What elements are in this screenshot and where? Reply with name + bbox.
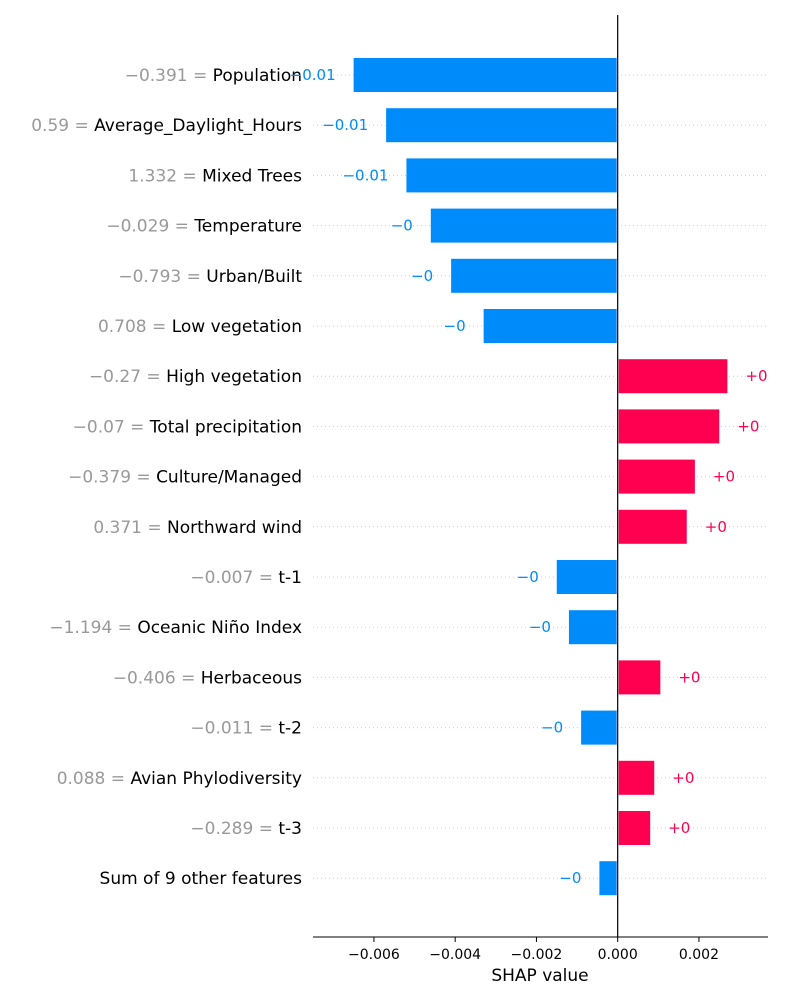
bar-value-label: −0 [559,869,581,887]
feature-value: −0.27 = [89,367,166,387]
bars [353,58,728,896]
bar-value-labels: −0.01 −0.01 −0.01 −0 −0 −0 +0 +0 +0 +0 −0 −0 +0 −0 +0 +… [290,66,768,887]
feature-name: Oceanic Niño Index [137,618,302,638]
bar-positive [617,459,695,494]
grid-lines [313,74,768,879]
bar-value-label: +0 [678,668,700,686]
feature-name: Herbaceous [201,668,302,688]
feature-label: −0.007 = t-1 [190,568,302,588]
bar-value-label: +0 [672,769,694,787]
bar-value-label: −0 [517,568,539,586]
bar-negative [568,610,618,645]
bar-value-label: +0 [705,518,727,536]
x-tick-label: −0.006 [348,947,400,963]
bar-negative [430,208,618,243]
feature-value: −0.379 = [68,468,156,488]
bar-negative [353,58,618,92]
feature-name: Culture/Managed [156,468,302,488]
bar-positive [617,811,651,845]
bar-negative [386,108,618,143]
bar-negative [599,861,618,896]
bar-positive [617,509,687,544]
feature-name: t-1 [278,568,302,588]
feature-value: −0.289 = [190,819,278,839]
feature-name: Temperature [193,217,302,237]
x-axis-label: SHAP value [491,966,588,986]
feature-label: −0.391 = Population [125,66,302,86]
bar-value-label: −0 [391,217,413,235]
feature-name: Population [213,66,302,86]
feature-label: −0.406 = Herbaceous [113,668,302,688]
feature-value: −0.406 = [113,668,201,688]
feature-value: −0.029 = [106,217,194,237]
x-tick-label: −0.004 [429,947,481,963]
x-axis: −0.006 −0.004 −0.002 0.000 0.002 [313,936,768,963]
feature-name: Total precipitation [149,417,302,437]
bar-value-label: +0 [745,367,767,385]
feature-label: 0.708 = Low vegetation [98,317,302,337]
feature-name: Mixed Trees [202,166,302,186]
bar-value-label: +0 [737,417,759,435]
feature-value: 1.332 = [128,166,202,186]
feature-value: −0.011 = [190,719,278,739]
feature-value: −0.391 = [125,66,213,86]
bar-value-label: −0 [529,618,551,636]
bar-positive [617,409,720,444]
feature-value: −0.07 = [73,417,150,437]
feature-name: t-2 [278,719,302,739]
feature-name: Avian Phylodiversity [130,769,302,789]
bar-value-label: −0.01 [322,116,368,134]
bar-value-label: −0.01 [290,66,336,84]
feature-labels: −0.391 = Population 0.59 = Average_Daylig… [31,66,302,889]
feature-value: 0.088 = [57,769,131,789]
feature-value: −0.793 = [118,267,206,287]
feature-value: −0.007 = [190,568,278,588]
feature-name: Sum of 9 other features [100,869,303,889]
bar-negative [406,158,618,193]
feature-value: 0.708 = [98,317,172,337]
bar-positive [617,760,655,795]
feature-name: Urban/Built [206,267,302,287]
feature-name: t-3 [278,819,302,839]
bar-negative [556,560,618,594]
bar-negative [581,710,618,745]
feature-label: 0.088 = Avian Phylodiversity [57,769,302,789]
x-tick-label: 0.000 [598,947,638,963]
x-tick-label: 0.002 [679,947,719,963]
feature-label: −0.793 = Urban/Built [118,267,302,287]
bar-positive [617,359,728,394]
bar-value-label: −0 [541,719,563,737]
feature-label: 0.371 = Northward wind [93,518,302,538]
bar-value-label: −0 [444,317,466,335]
feature-label: 1.332 = Mixed Trees [128,166,302,186]
x-tick-label: −0.002 [511,947,563,963]
feature-label: −0.379 = Culture/Managed [68,468,302,488]
feature-label: −0.27 = High vegetation [89,367,302,387]
bar-negative [483,309,618,343]
feature-value: 0.59 = [31,116,94,136]
feature-label: 0.59 = Average_Daylight_Hours [31,116,302,136]
feature-name: High vegetation [166,367,302,387]
bar-positive [617,660,661,695]
feature-name: Northward wind [167,518,302,538]
bar-value-label: +0 [668,819,690,837]
bar-value-label: −0 [411,267,433,285]
feature-label: Sum of 9 other features [100,869,303,889]
feature-value: −1.194 = [49,618,137,638]
feature-name: Low vegetation [172,317,302,337]
feature-label: −0.289 = t-3 [190,819,302,839]
bar-value-label: +0 [713,468,735,486]
feature-label: −0.011 = t-2 [190,719,302,739]
bar-negative [451,258,618,293]
bar-value-label: −0.01 [342,166,388,184]
feature-label: −0.07 = Total precipitation [73,417,302,437]
feature-label: −0.029 = Temperature [106,217,302,237]
feature-name: Average_Daylight_Hours [94,116,302,136]
feature-label: −1.194 = Oceanic Niño Index [49,618,302,638]
feature-value: 0.371 = [93,518,167,538]
